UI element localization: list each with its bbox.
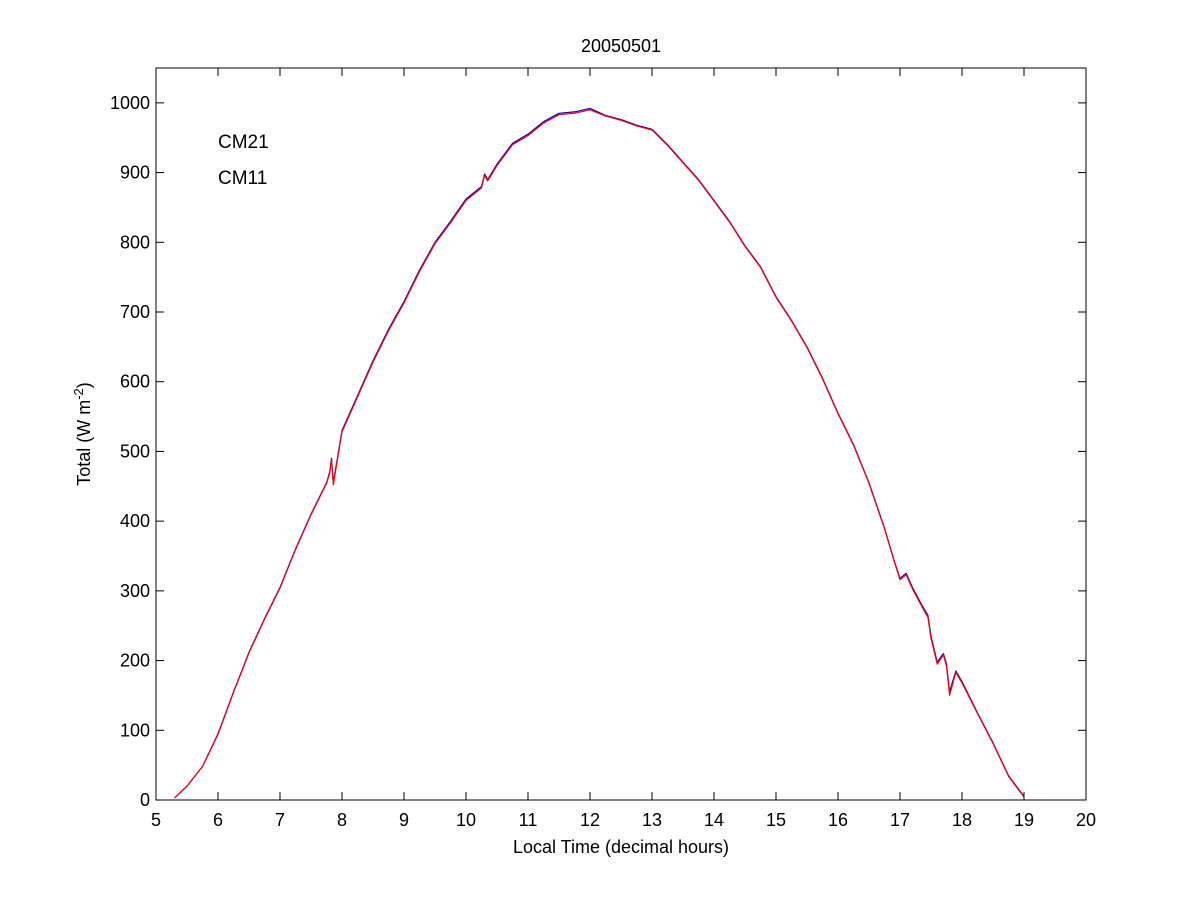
y-tick-label: 300: [120, 581, 150, 601]
y-tick-label: 0: [140, 790, 150, 810]
y-tick-label: 100: [120, 720, 150, 740]
x-tick-label: 12: [580, 810, 600, 830]
y-axis-label-exponent: -2: [71, 388, 86, 400]
legend-entry-cm11: CM11: [218, 168, 267, 189]
x-axis-ticks: 5 6 7 8 9 10 11 12 13 14 15 16 17 18 19 20: [151, 68, 1096, 830]
y-tick-label: 400: [120, 511, 150, 531]
x-tick-label: 9: [399, 810, 409, 830]
y-tick-label: 200: [120, 651, 150, 671]
series-lines: [174, 107, 1025, 799]
x-tick-label: 15: [766, 810, 786, 830]
x-tick-label: 20: [1076, 810, 1096, 830]
plot-area-frame: [155, 67, 1087, 801]
x-tick-label: 11: [519, 810, 538, 830]
chart-title: 20050501: [581, 36, 661, 56]
x-tick-label: 18: [952, 810, 972, 830]
x-axis-label: Local Time (decimal hours): [513, 837, 729, 857]
y-axis-label-suffix: ): [74, 382, 94, 388]
y-tick-label: 500: [120, 441, 150, 461]
y-tick-label: 600: [120, 372, 150, 392]
legend-entry-cm21: CM21: [218, 132, 269, 153]
y-axis-label-text: Total (W m: [74, 400, 94, 486]
y-tick-label: 700: [120, 302, 150, 322]
y-tick-label: 1000: [110, 93, 150, 113]
x-tick-label: 10: [456, 810, 476, 830]
series-line-cm11: [174, 109, 1025, 799]
x-tick-label: 14: [704, 810, 724, 830]
x-tick-label: 6: [213, 810, 223, 830]
y-axis-label: Total (W m-2): [71, 382, 94, 486]
x-tick-label: 16: [828, 810, 848, 830]
x-tick-label: 17: [890, 810, 910, 830]
x-tick-label: 19: [1014, 810, 1034, 830]
y-axis-ticks: 0 100 200 300 400 500 600 700 800 900 1000: [110, 93, 1086, 810]
legend: CM21 CM11: [218, 132, 269, 189]
x-tick-label: 5: [151, 810, 161, 830]
x-tick-label: 8: [337, 810, 347, 830]
y-tick-label: 900: [120, 163, 150, 183]
x-tick-label: 7: [275, 810, 285, 830]
y-tick-label: 800: [120, 232, 150, 252]
x-tick-label: 13: [642, 810, 662, 830]
